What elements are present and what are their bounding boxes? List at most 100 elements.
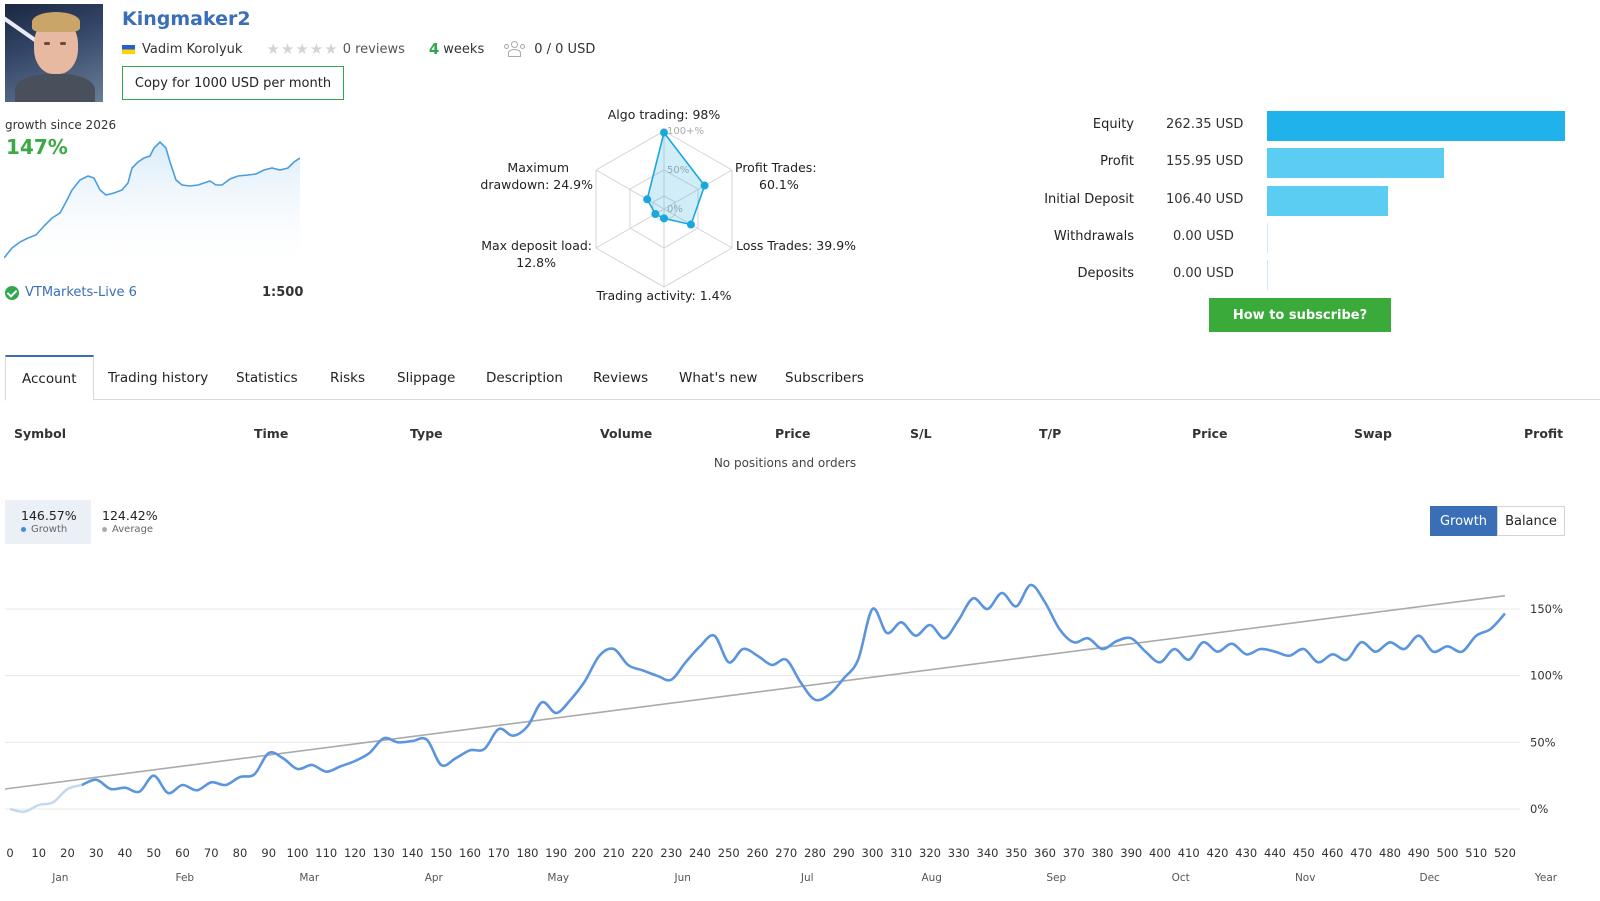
x-tick-label: 390 (1120, 846, 1142, 860)
tab-statistics[interactable]: Statistics (236, 369, 298, 386)
col-type[interactable]: Type (410, 426, 443, 441)
month-label: Jan (51, 872, 68, 884)
growth-line (81, 583, 1506, 795)
month-label: Oct (1172, 872, 1190, 884)
col-price-current[interactable]: Price (1192, 426, 1228, 441)
col-time[interactable]: Time (254, 426, 289, 441)
radar-label-deposit-value: 12.8% (516, 255, 556, 270)
balance-row-label: Initial Deposit (1044, 191, 1134, 207)
x-tick-label: 180 (517, 846, 539, 860)
x-tick-label: 450 (1293, 846, 1315, 860)
radar-label-activity: Trading activity: 1.4% (596, 288, 732, 303)
col-sl[interactable]: S/L (910, 426, 932, 441)
tab-whats-new[interactable]: What's new (679, 369, 758, 386)
col-swap[interactable]: Swap (1354, 426, 1392, 441)
x-tick-label: 420 (1207, 846, 1229, 860)
growth-summary-box[interactable]: 146.57% Growth (5, 500, 91, 544)
tab-risks[interactable]: Risks (330, 369, 366, 386)
signal-title[interactable]: Kingmaker2 (122, 8, 251, 30)
radar-label-algo: Algo trading: 98% (608, 107, 721, 122)
balance-row-value: 106.40 USD (1166, 191, 1244, 207)
x-tick-label: 310 (890, 846, 912, 860)
balance-toggle-button[interactable]: Balance (1497, 506, 1565, 536)
month-label: May (547, 872, 569, 884)
tab-subscribers[interactable]: Subscribers (785, 369, 864, 386)
x-tick-label: 230 (660, 846, 682, 860)
x-tick-label: 40 (118, 846, 133, 860)
y-tick-label: 0% (1530, 802, 1548, 816)
col-profit[interactable]: Profit (1524, 426, 1564, 441)
average-summary-label: Average (112, 524, 154, 535)
growth-dot-icon (21, 527, 26, 532)
verified-check-icon (5, 285, 19, 300)
no-positions-message: No positions and orders (713, 456, 857, 470)
x-tick-label: 290 (833, 846, 855, 860)
col-price-open[interactable]: Price (775, 426, 811, 441)
signal-meta: Vadim Korolyuk ★★★★★ 0 reviews 4 weeks 0… (122, 40, 595, 58)
broker-link[interactable]: VTMarkets-Live 6 (5, 285, 137, 300)
tab-trading-history[interactable]: Trading history (108, 369, 209, 386)
balance-row-bar (1267, 222, 1268, 253)
month-label: Apr (425, 872, 444, 884)
radar-ring-50: 50% (667, 165, 689, 176)
radar-label-loss-trades: Loss Trades: 39.9% (736, 238, 856, 253)
tab-account[interactable]: Account (5, 355, 94, 401)
col-tp[interactable]: T/P (1039, 426, 1062, 441)
x-tick-label: 60 (175, 846, 190, 860)
x-end-label: Year (1534, 872, 1558, 884)
growth-since-value: 147% (6, 135, 68, 159)
x-tick-label: 120 (344, 846, 366, 860)
x-tick-label: 270 (775, 846, 797, 860)
x-tick-label: 170 (488, 846, 510, 860)
average-summary-box[interactable]: 124.42% Average (86, 500, 172, 544)
mini-growth-area (4, 142, 300, 262)
average-dot-icon (102, 527, 107, 532)
month-label: Jun (674, 872, 691, 884)
author-name[interactable]: Vadim Korolyuk (142, 41, 243, 57)
average-summary-value: 124.42% (102, 508, 158, 523)
tab-reviews[interactable]: Reviews (593, 369, 649, 386)
x-tick-label: 100 (287, 846, 309, 860)
x-tick-label: 30 (89, 846, 104, 860)
x-tick-label: 370 (1063, 846, 1085, 860)
radar-point-2 (686, 220, 695, 229)
how-to-subscribe-button[interactable]: How to subscribe? (1209, 298, 1391, 332)
x-tick-label: 70 (204, 846, 219, 860)
tab-description[interactable]: Description (486, 369, 563, 386)
x-tick-label: 400 (1149, 846, 1171, 860)
radar-label-profit-trades: Profit Trades: (735, 160, 817, 175)
radar-ring-100: 100+% (667, 126, 704, 137)
col-volume[interactable]: Volume (600, 426, 653, 441)
x-tick-label: 140 (402, 846, 424, 860)
month-label: Dec (1420, 872, 1441, 884)
month-label: Jul (800, 872, 814, 884)
x-tick-label: 480 (1379, 846, 1401, 860)
x-tick-label: 250 (718, 846, 740, 860)
x-tick-label: 410 (1178, 846, 1200, 860)
weeks-number: 4 (428, 40, 440, 58)
y-tick-label: 100% (1530, 669, 1563, 683)
radar-point-1 (700, 181, 709, 190)
y-tick-label: 50% (1530, 735, 1556, 749)
balance-row: Equity 262.35 USD (1000, 111, 1600, 141)
growth-toggle-button[interactable]: Growth (1430, 506, 1497, 536)
x-tick-label: 160 (459, 846, 481, 860)
radar-label-drawdown-value: drawdown: 24.9% (480, 177, 593, 192)
reviews-count[interactable]: 0 reviews (342, 41, 405, 57)
mini-growth-line (4, 140, 300, 259)
tab-slippage[interactable]: Slippage (397, 369, 456, 386)
broker-name[interactable]: VTMarkets-Live 6 (25, 285, 137, 300)
copy-signal-button[interactable]: Copy for 1000 USD per month (122, 66, 344, 100)
x-tick-label: 340 (977, 846, 999, 860)
x-tick-label: 500 (1437, 846, 1459, 860)
col-symbol[interactable]: Symbol (14, 426, 66, 441)
month-label: Sep (1046, 872, 1066, 884)
x-tick-label: 50 (146, 846, 161, 860)
author-avatar[interactable] (5, 4, 103, 102)
balance-row-bar (1267, 260, 1268, 291)
growth-chart: 150% 100% 50% 0% 0 10 20 30 40 50 60 70 80 90 100 110 12… (4, 583, 1563, 884)
y-tick-label: 150% (1530, 602, 1563, 616)
x-tick-label: 510 (1465, 846, 1487, 860)
x-tick-label: 90 (261, 846, 276, 860)
balance-row-value: 262.35 USD (1166, 117, 1244, 132)
